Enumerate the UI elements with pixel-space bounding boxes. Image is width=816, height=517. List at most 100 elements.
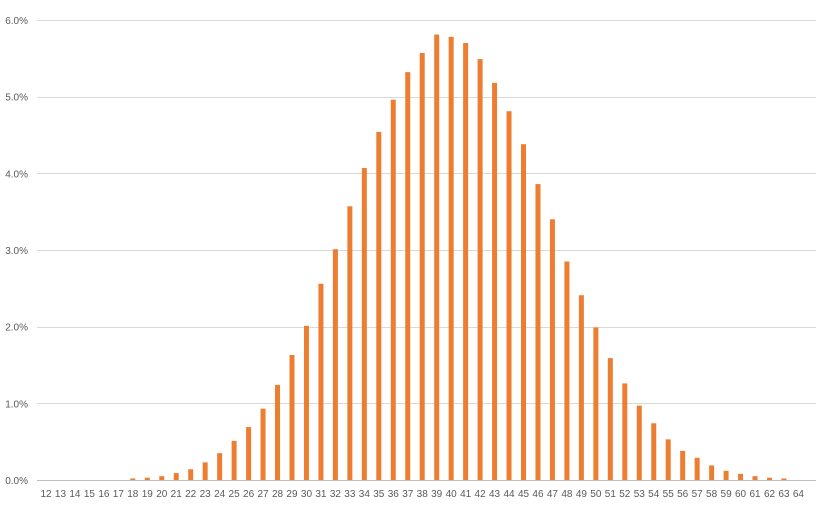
bar xyxy=(303,325,309,480)
x-tick-label: 58 xyxy=(706,489,718,500)
bar xyxy=(521,144,527,480)
x-tick-label: 60 xyxy=(735,489,747,500)
bar xyxy=(434,34,440,480)
x-tick-label: 41 xyxy=(460,489,472,500)
bar xyxy=(419,52,425,480)
x-tick-label: 31 xyxy=(315,489,327,500)
bar xyxy=(405,72,411,480)
bar xyxy=(665,439,671,480)
x-tick-label: 59 xyxy=(721,489,733,500)
bar xyxy=(448,36,454,481)
bar xyxy=(549,219,555,480)
x-tick-label: 40 xyxy=(446,489,458,500)
y-tick-label: 1.0% xyxy=(5,399,28,410)
bar xyxy=(636,405,642,480)
x-tick-label: 25 xyxy=(229,489,241,500)
x-tick-label: 64 xyxy=(793,489,805,500)
x-tick-label: 43 xyxy=(489,489,501,500)
y-axis-tick-labels: 0.0% 1.0% 2.0% 3.0% 4.0% 5.0% 6.0% xyxy=(5,16,28,487)
x-tick-label: 15 xyxy=(84,489,96,500)
x-tick-label: 35 xyxy=(373,489,385,500)
bar xyxy=(260,408,266,480)
y-tick-label: 5.0% xyxy=(5,93,28,104)
x-tick-label: 18 xyxy=(127,489,139,500)
y-tick-label: 6.0% xyxy=(5,16,28,27)
y-tick-label: 0.0% xyxy=(5,476,28,487)
bar xyxy=(217,453,223,480)
bar xyxy=(144,477,150,480)
bar xyxy=(694,457,700,480)
bar xyxy=(376,131,382,480)
bar xyxy=(318,283,324,480)
x-tick-label: 57 xyxy=(692,489,704,500)
bar xyxy=(275,384,281,480)
y-tick-label: 3.0% xyxy=(5,246,28,257)
x-tick-label: 17 xyxy=(113,489,125,500)
x-tick-label: 51 xyxy=(605,489,617,500)
x-tick-label: 53 xyxy=(634,489,646,500)
bar xyxy=(188,469,194,480)
x-tick-label: 13 xyxy=(55,489,67,500)
x-tick-label: 12 xyxy=(40,489,52,500)
x-tick-label: 44 xyxy=(503,489,515,500)
x-tick-label: 19 xyxy=(142,489,154,500)
bar xyxy=(622,383,628,480)
x-tick-label: 36 xyxy=(388,489,400,500)
bar xyxy=(738,473,744,480)
x-tick-label: 30 xyxy=(301,489,313,500)
x-tick-label: 34 xyxy=(359,489,371,500)
bar xyxy=(289,355,295,480)
x-tick-label: 14 xyxy=(69,489,81,500)
bar xyxy=(390,99,396,480)
gridlines xyxy=(37,20,816,481)
x-tick-label: 24 xyxy=(214,489,226,500)
bar xyxy=(130,478,136,480)
x-tick-label: 46 xyxy=(532,489,544,500)
x-tick-label: 28 xyxy=(272,489,284,500)
x-tick-label: 54 xyxy=(648,489,660,500)
bar xyxy=(159,476,165,480)
bar xyxy=(767,477,772,480)
x-tick-label: 48 xyxy=(561,489,573,500)
bar xyxy=(781,478,787,480)
bar xyxy=(173,473,179,480)
bar xyxy=(578,295,584,480)
bar xyxy=(607,358,613,480)
bar xyxy=(202,462,208,480)
bar xyxy=(535,184,541,480)
x-tick-label: 63 xyxy=(778,489,790,500)
bar xyxy=(347,206,353,481)
x-tick-label: 55 xyxy=(663,489,675,500)
x-tick-label: 37 xyxy=(402,489,414,500)
x-tick-label: 38 xyxy=(417,489,429,500)
x-tick-label: 27 xyxy=(257,489,269,500)
bar xyxy=(246,427,252,480)
x-tick-label: 42 xyxy=(475,489,487,500)
bar xyxy=(593,327,599,480)
bar xyxy=(506,111,512,480)
y-tick-label: 4.0% xyxy=(5,169,28,180)
x-tick-label: 45 xyxy=(518,489,530,500)
x-tick-label: 52 xyxy=(619,489,631,500)
x-tick-label: 39 xyxy=(431,489,443,500)
x-tick-label: 20 xyxy=(156,489,168,500)
bar xyxy=(463,43,469,480)
bar xyxy=(752,476,758,480)
bar xyxy=(564,261,570,480)
x-tick-label: 50 xyxy=(590,489,602,500)
x-tick-label: 61 xyxy=(749,489,761,500)
x-tick-label: 21 xyxy=(171,489,183,500)
x-tick-label: 49 xyxy=(576,489,588,500)
y-tick-label: 2.0% xyxy=(5,323,28,334)
x-tick-label: 32 xyxy=(330,489,342,500)
bar xyxy=(231,440,237,480)
bar xyxy=(723,470,729,480)
bar xyxy=(709,465,715,480)
x-tick-label: 33 xyxy=(344,489,356,500)
x-tick-label: 56 xyxy=(677,489,689,500)
x-tick-label: 47 xyxy=(547,489,559,500)
x-tick-label: 23 xyxy=(200,489,212,500)
bar xyxy=(361,167,367,480)
